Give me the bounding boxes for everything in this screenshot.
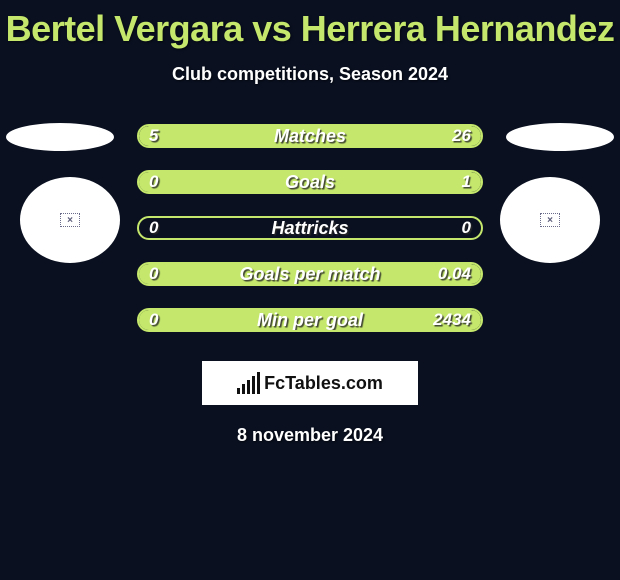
stat-bar: 5 Matches 26: [137, 124, 483, 148]
stat-value-right: 1: [462, 172, 471, 192]
subtitle: Club competitions, Season 2024: [0, 64, 620, 85]
stat-row: 0 Goals per match 0.04: [0, 251, 620, 297]
stat-label: Hattricks: [139, 218, 481, 238]
stat-row: 0 Goals 1: [0, 159, 620, 205]
stat-value-left: 0: [149, 310, 158, 330]
stat-bar: 0 Hattricks 0: [137, 216, 483, 240]
logo-bars-icon: [237, 372, 260, 394]
bar-fill-right: [139, 172, 481, 192]
bar-fill-right: [139, 310, 481, 330]
stat-value-left: 0: [149, 264, 158, 284]
stat-value-left: 0: [149, 218, 158, 238]
logo-text: FcTables.com: [264, 373, 383, 394]
stats-container: 5 Matches 26 0 Goals 1 0 Hattricks 0 0 G…: [0, 113, 620, 343]
stat-value-right: 2434: [433, 310, 471, 330]
stat-row: 0 Hattricks 0: [0, 205, 620, 251]
footer-date: 8 november 2024: [0, 425, 620, 446]
stat-value-left: 0: [149, 172, 158, 192]
page-title: Bertel Vergara vs Herrera Hernandez: [0, 0, 620, 50]
stat-bar: 0 Min per goal 2434: [137, 308, 483, 332]
bar-fill-right: [194, 126, 481, 146]
stat-value-left: 5: [149, 126, 158, 146]
stat-value-right: 0.04: [438, 264, 471, 284]
stat-value-right: 26: [452, 126, 471, 146]
stat-bar: 0 Goals 1: [137, 170, 483, 194]
bar-fill-right: [139, 264, 481, 284]
stat-row: 5 Matches 26: [0, 113, 620, 159]
bar-fill-left: [139, 126, 194, 146]
stat-value-right: 0: [462, 218, 471, 238]
stat-bar: 0 Goals per match 0.04: [137, 262, 483, 286]
branding-logo: FcTables.com: [202, 361, 418, 405]
stat-row: 0 Min per goal 2434: [0, 297, 620, 343]
